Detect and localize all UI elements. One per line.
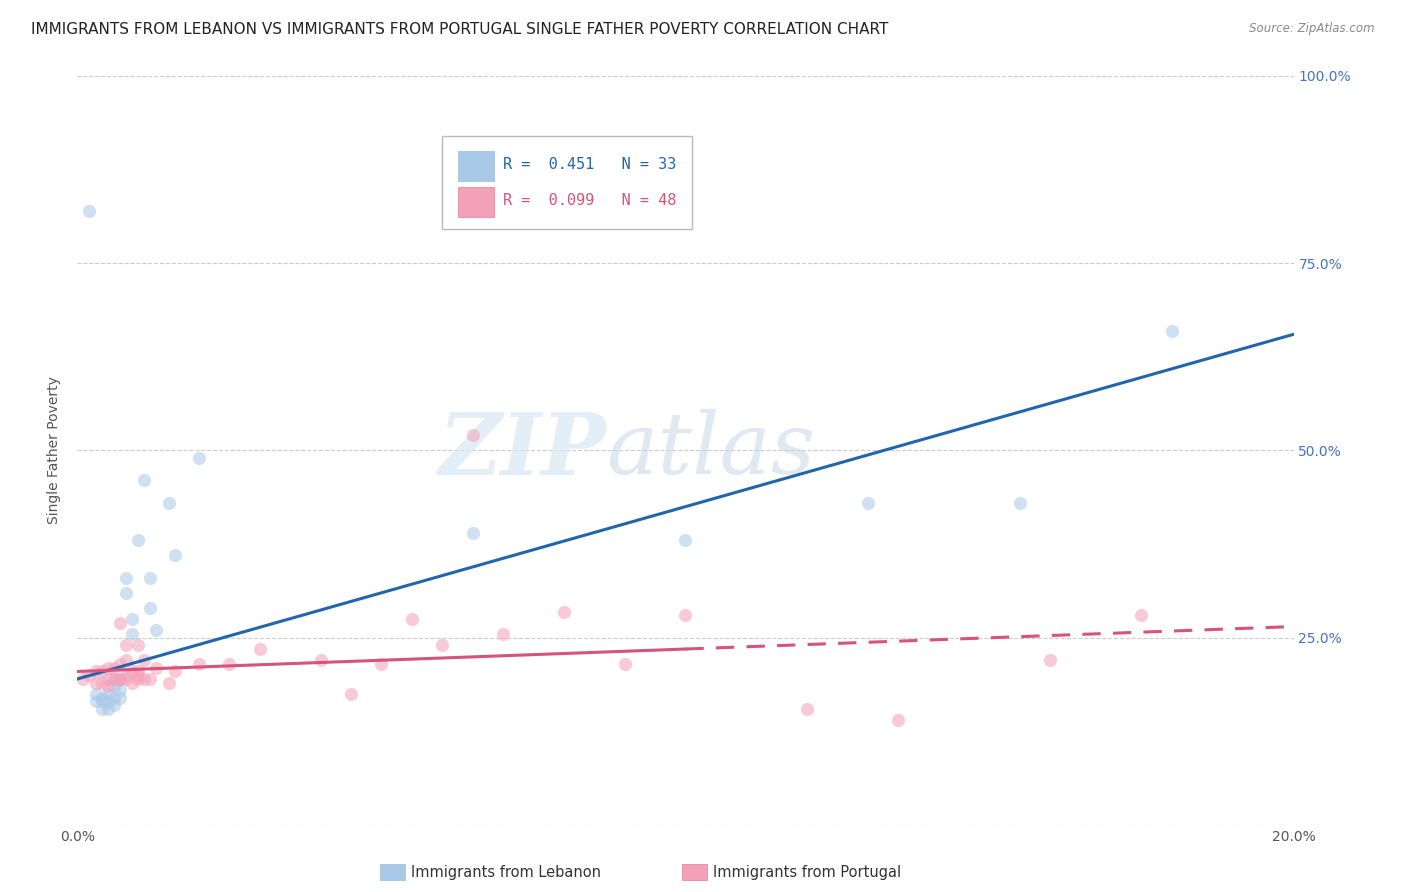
Point (127, 533, 149, 548)
Text: IMMIGRANTS FROM LEBANON VS IMMIGRANTS FROM PORTUGAL SINGLE FATHER POVERTY CORREL: IMMIGRANTS FROM LEBANON VS IMMIGRANTS FR… (31, 22, 889, 37)
Y-axis label: Single Father Poverty: Single Father Poverty (48, 376, 62, 524)
Point (134, 672, 156, 686)
Text: Immigrants from Portugal: Immigrants from Portugal (713, 865, 901, 880)
Point (796, 702, 818, 716)
Point (340, 687, 363, 701)
Point (97, 661, 120, 675)
Point (115, 586, 138, 600)
Point (103, 672, 125, 686)
Point (84, 675, 107, 690)
Point (309, 653, 332, 667)
Point (103, 672, 125, 686)
Point (887, 713, 910, 727)
Text: R =  0.451   N = 33: R = 0.451 N = 33 (503, 157, 676, 172)
Bar (458, 186, 495, 217)
Point (218, 657, 240, 671)
Point (108, 690, 131, 705)
Point (97, 680, 120, 694)
Text: R =  0.099   N = 48: R = 0.099 N = 48 (503, 193, 676, 208)
Point (163, 665, 186, 679)
Point (430, 638, 453, 652)
Point (613, 657, 636, 671)
Point (157, 496, 180, 510)
Point (90, 665, 112, 679)
Point (103, 661, 125, 675)
Point (108, 672, 131, 686)
Point (97, 694, 120, 708)
Point (675, 533, 697, 548)
Point (553, 605, 575, 619)
Point (108, 657, 131, 671)
Point (79, 203, 101, 218)
Point (90, 702, 112, 716)
Point (370, 657, 392, 671)
Point (127, 672, 149, 686)
Point (139, 600, 162, 615)
Point (121, 675, 143, 690)
Point (115, 668, 138, 682)
Point (121, 627, 143, 641)
Point (249, 642, 271, 657)
Point (121, 612, 143, 626)
Point (134, 474, 156, 488)
Point (103, 698, 125, 713)
Point (108, 615, 131, 630)
FancyBboxPatch shape (441, 136, 692, 229)
Point (127, 668, 149, 682)
Point (108, 672, 131, 686)
Point (84, 665, 107, 679)
Point (461, 428, 484, 442)
Point (1130, 608, 1153, 623)
Point (1008, 496, 1031, 510)
Point (188, 657, 211, 671)
Point (401, 612, 423, 626)
Point (115, 571, 138, 585)
Point (115, 653, 138, 667)
Point (1161, 324, 1184, 338)
Text: Source: ZipAtlas.com: Source: ZipAtlas.com (1250, 22, 1375, 36)
Point (121, 665, 143, 679)
Point (97, 702, 120, 716)
Point (108, 672, 131, 686)
Point (108, 683, 131, 698)
Point (97, 672, 120, 686)
Point (134, 653, 156, 667)
Point (103, 690, 125, 705)
Point (675, 608, 697, 623)
Point (145, 661, 167, 675)
Point (90, 690, 112, 705)
Point (84, 687, 107, 701)
Bar (458, 151, 495, 181)
Point (145, 624, 167, 638)
Point (103, 680, 125, 694)
Point (127, 665, 149, 679)
Point (157, 675, 180, 690)
Point (188, 450, 211, 465)
Point (90, 675, 112, 690)
Text: atlas: atlas (606, 409, 815, 491)
Text: Immigrants from Lebanon: Immigrants from Lebanon (411, 865, 600, 880)
Text: ZIP: ZIP (439, 409, 606, 492)
Point (127, 638, 149, 652)
Point (115, 672, 138, 686)
Point (115, 638, 138, 652)
Point (72, 672, 94, 686)
Point (163, 549, 186, 563)
Point (461, 525, 484, 540)
Point (856, 496, 879, 510)
Point (492, 627, 515, 641)
Point (1039, 653, 1062, 667)
Point (84, 694, 107, 708)
Point (79, 668, 101, 682)
Point (139, 571, 162, 585)
Point (139, 672, 162, 686)
Point (97, 687, 120, 701)
Point (90, 694, 112, 708)
